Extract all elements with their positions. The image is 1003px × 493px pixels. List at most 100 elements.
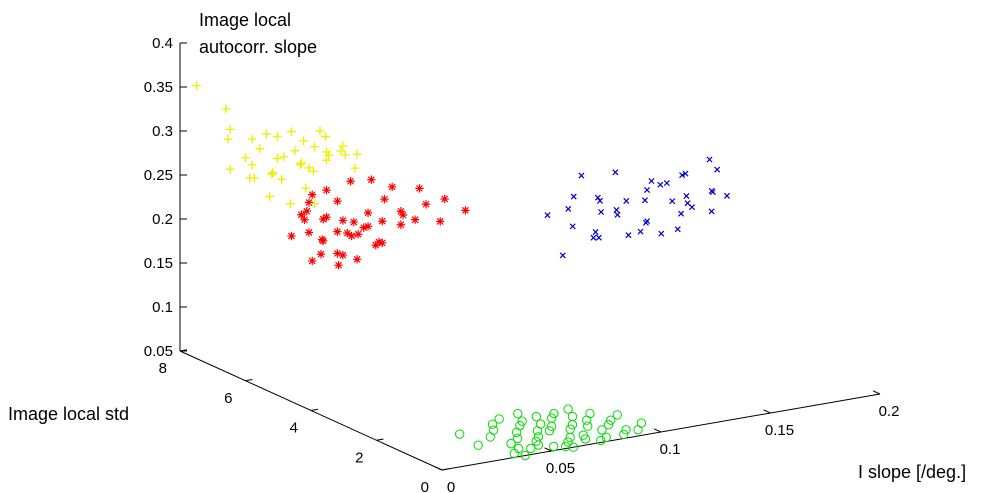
data-point [601,432,611,443]
data-point [546,413,557,423]
y-tick-mark [441,468,450,471]
z-axis-title: Image local autocorr. slope [199,10,317,57]
data-point [520,450,530,461]
data-point [255,144,265,154]
data-point [336,146,346,156]
data-point [494,414,504,424]
data-point [241,153,251,163]
data-point [304,198,314,207]
data-point [596,435,606,446]
data-point [338,216,348,225]
data-point [396,220,406,229]
axes [179,43,881,471]
data-point [603,419,614,430]
data-point [563,437,573,447]
data-points [191,81,731,461]
data-point [531,411,542,422]
data-point [636,418,647,428]
data-point [317,235,327,244]
data-point [682,170,689,177]
y-tick-mark [376,438,384,441]
data-point [678,210,685,217]
data-point [267,169,277,179]
data-point [549,441,559,452]
data-point [487,419,498,429]
data-point [513,443,524,454]
data-point [301,183,311,193]
data-point [612,410,623,420]
data-point [590,234,597,241]
data-point [623,197,630,204]
data-point [333,196,342,206]
data-point [333,227,342,236]
data-point [295,160,305,170]
data-point [706,156,713,163]
x-tick-mark [544,447,552,452]
data-point [612,169,619,176]
data-point [415,184,424,193]
x-tick-label: 0.2 [879,403,900,420]
data-point [569,223,576,230]
data-point [583,421,593,431]
data-point [461,206,470,215]
data-point [625,232,632,239]
data-point [658,230,665,237]
data-point [318,214,328,224]
z-tick-label: 0.3 [152,123,173,140]
data-point [679,172,686,179]
data-point [387,182,397,192]
data-point [378,217,387,226]
data-point [657,181,664,188]
z-tick-label: 0.35 [144,79,173,96]
data-point [473,440,483,450]
data-point [533,432,544,442]
ticks: 0.05 0.1 0.15 0.2 0.25 0.3 0.35 0.4 0 2 4 6 8 0 0.05 0.… [144,35,900,493]
data-point [374,237,384,247]
data-point [509,448,519,459]
data-point [642,219,649,226]
data-point [578,172,585,179]
data-point [287,127,297,137]
data-point [531,436,541,447]
data-point [421,200,431,209]
data-point [512,433,523,444]
data-point [223,134,233,144]
data-point [322,212,331,222]
data-point [308,256,317,266]
data-point [596,197,604,204]
data-point [334,260,343,270]
data-point [287,231,296,241]
z-tick-label: 0.25 [144,167,173,184]
data-point [359,223,368,232]
data-point [595,234,602,241]
data-point [714,166,721,173]
data-point [265,191,275,201]
data-point [561,441,571,452]
data-point [346,177,355,186]
z-axis-title-line-1: Image local [199,10,291,30]
data-point [279,152,289,162]
data-point [708,187,715,194]
data-point [367,175,376,184]
y-tick-mark [245,379,253,382]
z-tick-label: 0.2 [152,211,173,228]
data-point [683,193,690,200]
data-point [272,132,282,142]
data-point [544,426,555,436]
x-tick-label: 0 [447,479,455,493]
data-point [570,193,577,200]
y-tick-label: 8 [159,360,167,377]
data-point [440,194,449,204]
data-point [544,212,551,219]
data-point [308,166,318,176]
data-point [338,141,348,151]
y-tick-label: 6 [224,390,232,407]
data-point [247,134,257,144]
data-point [315,126,325,136]
data-point [380,194,389,204]
z-tick-label: 0.1 [152,299,173,316]
data-point [526,443,536,454]
data-point [308,190,317,199]
data-point [347,231,356,241]
